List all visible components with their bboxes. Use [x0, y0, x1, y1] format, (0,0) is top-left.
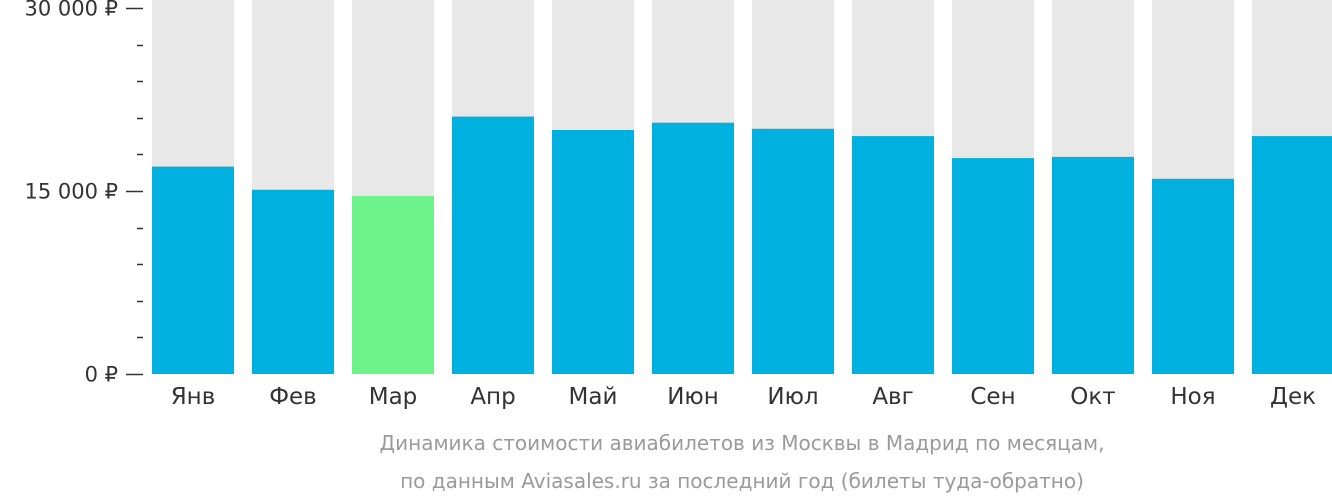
- bar-4: [452, 116, 534, 374]
- x-tick-label: Мар: [369, 384, 418, 410]
- x-tick-label: Ноя: [1170, 384, 1215, 410]
- bar-12: [1252, 136, 1332, 374]
- bar-6: [652, 122, 734, 375]
- y-tick-label: 30 000 ₽: [24, 0, 118, 21]
- bar-8: [852, 136, 934, 374]
- bar-11: [1152, 178, 1234, 374]
- bar-7: [752, 128, 834, 374]
- x-tick-label: Авг: [872, 384, 913, 410]
- bar-5: [552, 130, 634, 374]
- bar-9: [952, 158, 1034, 374]
- bar-3: [352, 195, 434, 374]
- x-tick-label: Июн: [667, 384, 719, 410]
- bar-1: [152, 166, 234, 374]
- x-tick-label: Янв: [171, 384, 216, 410]
- x-axis: Янв Фев Мар Апр Май Июн Июл Авг Сен Окт Ноя Дек: [171, 384, 1316, 410]
- y-tick-label: 0 ₽: [85, 363, 118, 387]
- y-axis: 0 ₽ 15 000 ₽ 30 000 ₽: [24, 0, 143, 387]
- x-tick-label: Апр: [470, 384, 515, 410]
- chart-caption-line-1: Динамика стоимости авиабилетов из Москвы…: [380, 431, 1105, 455]
- x-tick-label: Май: [569, 384, 618, 410]
- x-tick-label: Окт: [1070, 384, 1115, 410]
- x-tick-label: Дек: [1270, 384, 1316, 410]
- x-tick-label: Июл: [767, 384, 818, 410]
- bar-10: [1052, 156, 1134, 374]
- bars: [152, 116, 1332, 375]
- bar-2: [252, 189, 334, 374]
- x-tick-label: Сен: [970, 384, 1015, 410]
- x-tick-label: Фев: [269, 384, 317, 410]
- y-tick-label: 15 000 ₽: [24, 180, 118, 204]
- chart-caption-line-2: по данным Aviasales.ru за последний год …: [400, 469, 1084, 493]
